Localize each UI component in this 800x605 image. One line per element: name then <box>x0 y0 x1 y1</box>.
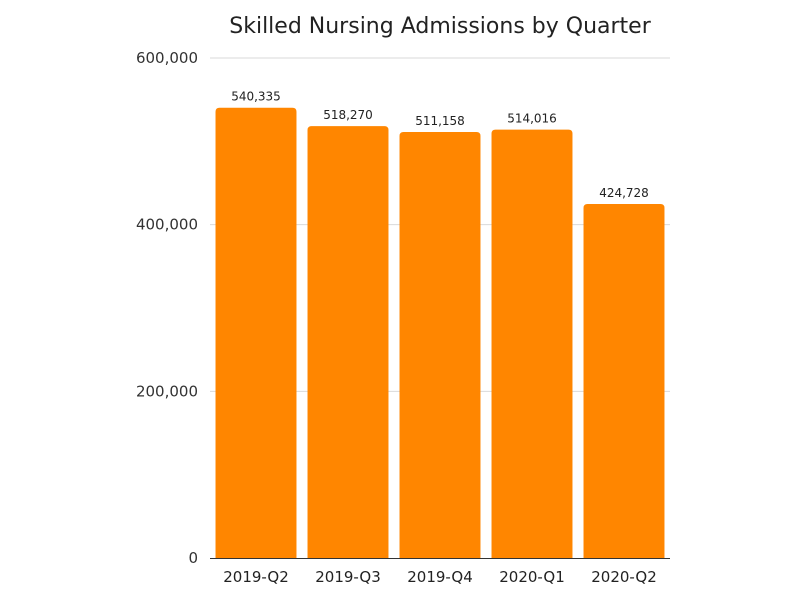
chart-title: Skilled Nursing Admissions by Quarter <box>229 14 651 39</box>
data-label: 518,270 <box>323 108 373 122</box>
data-label: 540,335 <box>231 90 281 104</box>
y-tick-label: 400,000 <box>136 216 198 234</box>
bar <box>307 126 389 558</box>
y-tick-label: 600,000 <box>136 49 198 67</box>
y-tick-label: 200,000 <box>136 382 198 400</box>
data-label: 511,158 <box>415 114 465 128</box>
bar <box>215 107 297 559</box>
data-label: 514,016 <box>507 112 557 126</box>
x-tick-label: 2020-Q1 <box>499 568 565 586</box>
x-tick-label: 2020-Q2 <box>591 568 657 586</box>
data-label: 424,728 <box>599 186 649 200</box>
bar <box>491 129 573 559</box>
x-tick-label: 2019-Q4 <box>407 568 473 586</box>
y-tick-label: 0 <box>188 549 198 567</box>
x-tick-label: 2019-Q2 <box>223 568 289 586</box>
x-tick-label: 2019-Q3 <box>315 568 381 586</box>
bar <box>399 132 481 558</box>
bar <box>583 204 665 558</box>
